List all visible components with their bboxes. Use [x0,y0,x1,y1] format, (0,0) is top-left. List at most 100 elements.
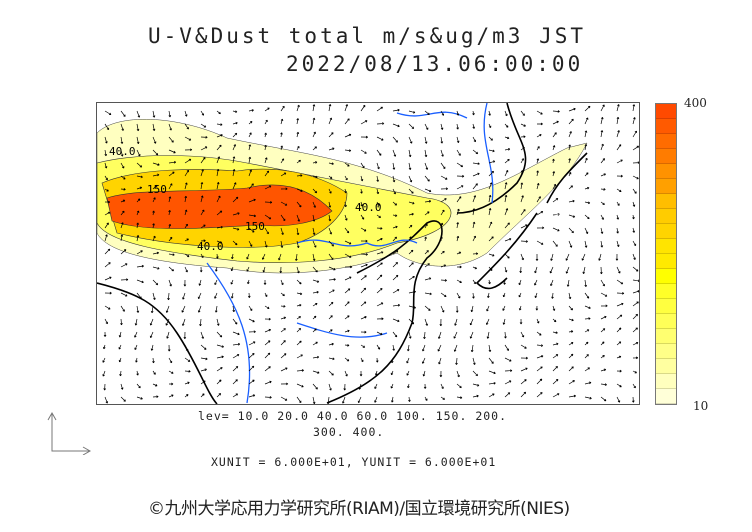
wind-arrow [488,123,492,129]
wind-arrow [360,214,365,220]
wind-arrow [456,396,463,399]
wind-arrow [280,353,287,359]
wind-arrow [150,305,154,314]
wind-arrow [376,317,384,321]
wind-arrow [280,145,284,151]
wind-arrow [376,344,381,350]
wind-arrow [360,120,368,125]
wind-arrow [504,253,510,259]
wind-arrow [136,292,142,299]
wind-arrow [280,172,287,177]
wind-arrow [216,210,223,216]
wind-arrow [520,135,526,139]
wind-arrow [168,149,176,154]
wind-arrow [600,304,608,308]
wind-arrow [344,133,352,138]
wind-arrow [632,188,637,194]
wind-arrow [120,175,126,180]
wind-arrow [520,209,526,216]
wind-arrow [376,287,383,294]
wind-arrow [616,314,623,320]
wind-arrow [536,211,544,216]
wind-arrow [485,318,490,325]
wind-arrow [376,162,380,170]
wind-arrow [376,274,383,281]
wind-arrow [134,318,138,326]
wind-arrow [136,198,141,203]
wind-arrow [472,266,478,270]
wind-arrow [102,357,106,363]
wind-arrow [504,222,510,229]
wind-arrow [184,182,188,190]
wind-arrow [568,292,572,300]
wind-arrow [312,161,318,164]
wind-arrow [424,305,431,311]
wind-arrow [344,240,352,245]
wind-arrow [407,383,410,389]
wind-arrow [469,318,474,326]
wind-arrow [456,162,464,168]
wind-arrow [152,123,156,131]
wind-arrow [214,305,218,313]
wind-arrow [359,370,363,377]
wind-arrow [328,214,332,222]
contour-labels: 150 40.0 40.0 150 40.0 [109,145,382,253]
wind-arrow [600,292,608,297]
colorbar-band [656,314,676,329]
wind-arrow [488,160,496,164]
wind-arrow [488,182,493,190]
wind-arrow [120,396,126,402]
wind-arrow [120,383,124,390]
wind-arrow [344,301,350,307]
wind-arrow [120,222,124,229]
wind-arrow [280,328,286,333]
wind-arrow [616,369,622,373]
wind-arrow [296,227,300,236]
wind-arrow [200,393,205,398]
wind-arrow [616,227,619,234]
wind-arrow [408,249,414,255]
wind-arrow [232,212,240,216]
wind-arrow [168,210,171,216]
wind-vectors [102,104,641,405]
wind-arrow [520,158,524,164]
colorbar-band [656,179,676,194]
wind-arrow [392,318,400,323]
wind-arrow [536,344,544,347]
wind-arrow [312,290,319,294]
wind-arrow [328,147,335,151]
wind-arrow [200,135,208,139]
wind-arrow [328,357,335,361]
wind-arrow [360,104,366,112]
wind-arrow [440,123,444,130]
wind-arrow [550,253,554,261]
wind-arrow [472,208,476,216]
wind-arrow [600,104,605,112]
wind-arrow [312,104,316,112]
wind-arrow [296,118,300,125]
wind-arrow [344,357,350,362]
wind-arrow [184,253,190,258]
wind-arrow [376,106,383,112]
colorbar-band [656,359,676,374]
wind-arrow [536,110,543,115]
wind-arrow [152,136,157,144]
wind-arrow [328,342,334,346]
wind-arrow [376,237,383,242]
wind-arrow [392,344,395,351]
wind-arrow [328,175,333,180]
wind-arrow [632,214,635,220]
wind-arrow [536,240,544,245]
wind-arrow [104,188,109,192]
wind-arrow [424,277,432,281]
wind-arrow [600,116,604,125]
wind-arrow [581,253,586,261]
contour-label: 40.0 [355,201,382,214]
wind-arrow [616,240,620,247]
wind-arrow [199,266,203,273]
wind-arrow [134,344,138,351]
wind-arrow [200,195,204,203]
wind-arrow [439,318,443,327]
wind-arrow [184,357,191,362]
wind-arrow [568,214,576,218]
